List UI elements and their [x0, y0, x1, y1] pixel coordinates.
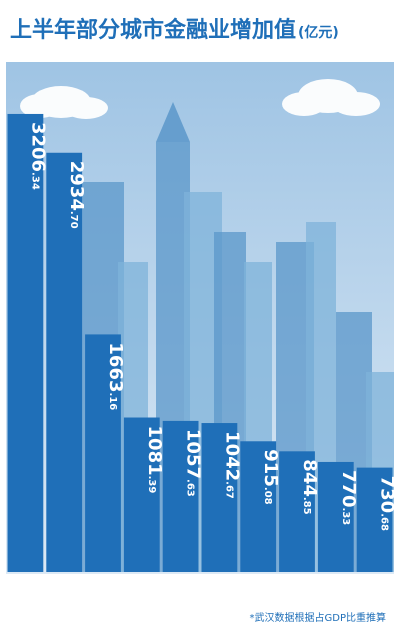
bar-value-dec: .34: [29, 172, 40, 190]
bar-value-int: 770: [338, 470, 359, 508]
bar-value-label: 2934.70: [66, 161, 87, 229]
bar-value-label: 1663.16: [105, 342, 126, 410]
bar: [356, 467, 393, 572]
bar-value-label: 770.33: [338, 470, 359, 525]
bar-value-int: 1081: [144, 426, 165, 476]
bar-value-int: 730: [377, 476, 394, 514]
bar-value-int: 3206: [27, 122, 48, 172]
cloud-left: [20, 86, 108, 119]
cloud-right: [282, 79, 380, 116]
bar-chart: 3206.34 2934.70 1663.16 1081.39 1057.63 1042.…: [6, 62, 398, 596]
bar-value-dec: .70: [68, 211, 79, 229]
bar: [279, 451, 315, 572]
chart-title-main: 上半年部分城市金融业增加值: [10, 18, 297, 43]
bar-value-dec: .85: [301, 497, 312, 515]
bar: [123, 417, 160, 572]
bar-value-int: 1057: [183, 429, 204, 479]
bar-value-label: 844.85: [299, 459, 320, 514]
bar-value-dec: .67: [223, 481, 234, 499]
bar-value-dec: .39: [146, 476, 157, 494]
chart-title: 上半年部分城市金融业增加值 (亿元): [10, 12, 339, 48]
bar: [162, 420, 199, 572]
skyline-spire: [156, 102, 190, 142]
chart-area: 3206.34 2934.70 1663.16 1081.39 1057.63 1042.…: [6, 62, 398, 596]
bar-value-label: 915.08: [260, 449, 281, 504]
bar-value-label: 1081.39: [144, 426, 165, 494]
bar-value-dec: .63: [185, 479, 196, 497]
bar: [317, 461, 354, 572]
footnote: *武汉数据根据占GDP比重推算: [249, 613, 386, 624]
bar-value-dec: .68: [379, 513, 390, 531]
bar: [201, 423, 238, 572]
bar: [240, 441, 277, 572]
bar-value-int: 1663: [105, 342, 126, 392]
bar-value-int: 915: [260, 449, 281, 487]
bar-value-dec: .33: [340, 508, 351, 526]
chart-title-unit: (亿元): [298, 25, 339, 41]
bar: [46, 152, 83, 572]
bar-value-label: 1042.67: [221, 431, 242, 499]
bar: [85, 334, 121, 572]
bar-value-int: 1042: [221, 431, 242, 481]
bar-value-int: 844: [299, 459, 320, 497]
bar-value-label: 730.68: [377, 476, 394, 531]
bar-value-label: 1057.63: [183, 429, 204, 497]
bar-value-dec: .08: [262, 487, 273, 505]
bar: [7, 113, 44, 573]
bar-value-dec: .16: [107, 393, 118, 411]
bar-series: 3206.34 2934.70 1663.16 1081.39 1057.63 1042.…: [7, 113, 398, 573]
bar-value-label: 3206.34: [27, 122, 48, 190]
bar-value-int: 2934: [66, 161, 87, 211]
